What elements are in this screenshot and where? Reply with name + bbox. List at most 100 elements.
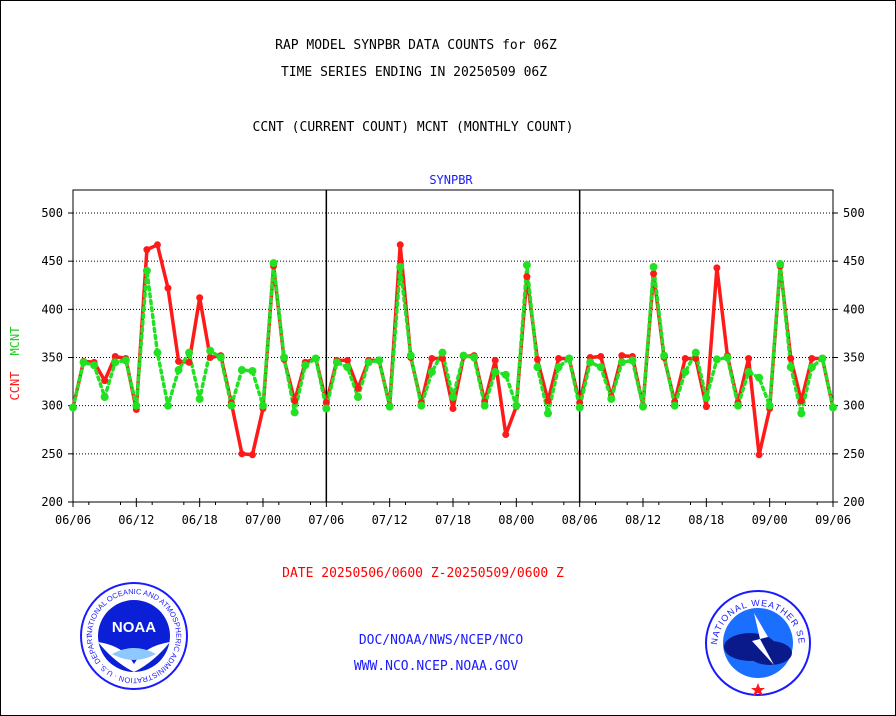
point-mcnt <box>79 358 88 367</box>
point-mcnt <box>69 403 77 412</box>
y-tick-label-left: 400 <box>41 302 63 316</box>
chart-title: SYNPBR <box>429 173 473 187</box>
point-mcnt <box>470 353 479 362</box>
point-mcnt <box>343 363 352 372</box>
point-mcnt <box>174 366 183 375</box>
plot-frame <box>72 189 834 503</box>
x-tick-label: 08/12 <box>625 513 661 527</box>
x-tick-label: 08/18 <box>688 513 724 527</box>
point-mcnt <box>322 404 331 413</box>
point-ccnt <box>681 354 689 362</box>
x-tick-label: 06/12 <box>118 513 154 527</box>
point-ccnt <box>797 397 805 405</box>
point-mcnt <box>364 358 373 367</box>
point-ccnt <box>713 264 721 272</box>
point-mcnt <box>121 356 130 365</box>
point-mcnt <box>639 402 647 411</box>
point-mcnt <box>744 367 753 376</box>
x-tick-label: 08/00 <box>498 513 534 527</box>
point-mcnt <box>501 370 510 379</box>
point-mcnt <box>480 401 489 410</box>
y-tick-label-left: 200 <box>41 495 63 509</box>
point-mcnt <box>575 403 584 412</box>
point-ccnt <box>164 284 172 292</box>
date-range: DATE 20250506/0600 Z-20250509/0600 Z <box>282 566 564 581</box>
point-ccnt <box>491 356 499 364</box>
organization-line: DOC/NOAA/NWS/NCEP/NCO <box>358 633 524 648</box>
point-mcnt <box>681 367 690 376</box>
point-mcnt <box>301 361 310 370</box>
point-mcnt <box>522 261 531 270</box>
point-ccnt <box>185 358 193 366</box>
point-mcnt <box>807 363 816 372</box>
point-ccnt <box>808 354 816 362</box>
point-ccnt <box>428 354 436 362</box>
y-axis-label-mcnt: MCNT <box>8 327 22 356</box>
point-ccnt <box>787 354 795 362</box>
point-ccnt <box>396 241 404 249</box>
point-mcnt <box>818 354 827 363</box>
point-mcnt <box>375 356 384 365</box>
point-mcnt <box>702 393 711 402</box>
point-mcnt <box>533 363 542 372</box>
y-tick-label-right: 250 <box>843 447 865 461</box>
point-ccnt <box>533 355 541 363</box>
point-ccnt <box>544 397 552 405</box>
point-ccnt <box>111 353 119 361</box>
point-mcnt <box>723 353 732 362</box>
point-mcnt <box>406 351 415 360</box>
point-mcnt <box>142 266 151 275</box>
point-ccnt <box>438 354 446 362</box>
point-ccnt <box>597 353 605 361</box>
point-mcnt <box>111 358 120 367</box>
point-mcnt <box>185 348 194 357</box>
point-mcnt <box>512 401 521 410</box>
point-ccnt <box>206 354 214 361</box>
point-ccnt <box>143 246 151 254</box>
point-mcnt <box>417 401 426 410</box>
x-tick-label: 08/06 <box>562 513 598 527</box>
point-ccnt <box>343 356 351 364</box>
point-mcnt <box>438 348 447 357</box>
point-ccnt <box>354 384 362 392</box>
point-mcnt <box>755 373 764 382</box>
y-tick-label-left: 350 <box>41 351 63 365</box>
point-mcnt <box>153 348 162 357</box>
point-ccnt <box>745 354 753 362</box>
point-ccnt <box>502 431 510 439</box>
point-mcnt <box>332 358 341 367</box>
x-tick-label: 09/00 <box>752 513 788 527</box>
y-tick-label-left: 300 <box>41 399 63 413</box>
x-tick-label: 07/18 <box>435 513 471 527</box>
point-mcnt <box>554 363 563 372</box>
point-mcnt <box>670 401 679 410</box>
point-mcnt <box>449 392 457 401</box>
x-tick-label: 06/18 <box>182 513 218 527</box>
x-tick-label: 06/06 <box>55 513 91 527</box>
y-tick-label-left: 250 <box>41 447 63 461</box>
y-tick-label-right: 350 <box>843 351 865 365</box>
x-tick-label: 07/00 <box>245 513 281 527</box>
point-mcnt <box>491 367 500 376</box>
x-tick-label: 07/06 <box>308 513 344 527</box>
title-line-1: RAP MODEL SYNPBR DATA COUNTS for 06Z <box>275 38 557 53</box>
point-ccnt <box>755 451 763 459</box>
point-mcnt <box>427 367 436 376</box>
point-ccnt <box>692 354 700 362</box>
point-mcnt <box>776 260 785 269</box>
y-tick-label-right: 300 <box>843 399 865 413</box>
y-axis-label-ccnt: CCNT <box>8 372 22 401</box>
gridlines <box>73 212 833 455</box>
point-mcnt <box>628 356 637 365</box>
y-tick-label-left: 450 <box>41 254 63 268</box>
point-mcnt <box>544 409 552 418</box>
x-tick-label: 09/06 <box>815 513 851 527</box>
point-mcnt <box>269 259 278 268</box>
axes <box>68 189 838 507</box>
point-mcnt <box>100 392 109 401</box>
point-mcnt <box>227 401 236 410</box>
point-ccnt <box>196 294 204 302</box>
point-mcnt <box>237 366 246 375</box>
point-mcnt <box>90 361 99 370</box>
